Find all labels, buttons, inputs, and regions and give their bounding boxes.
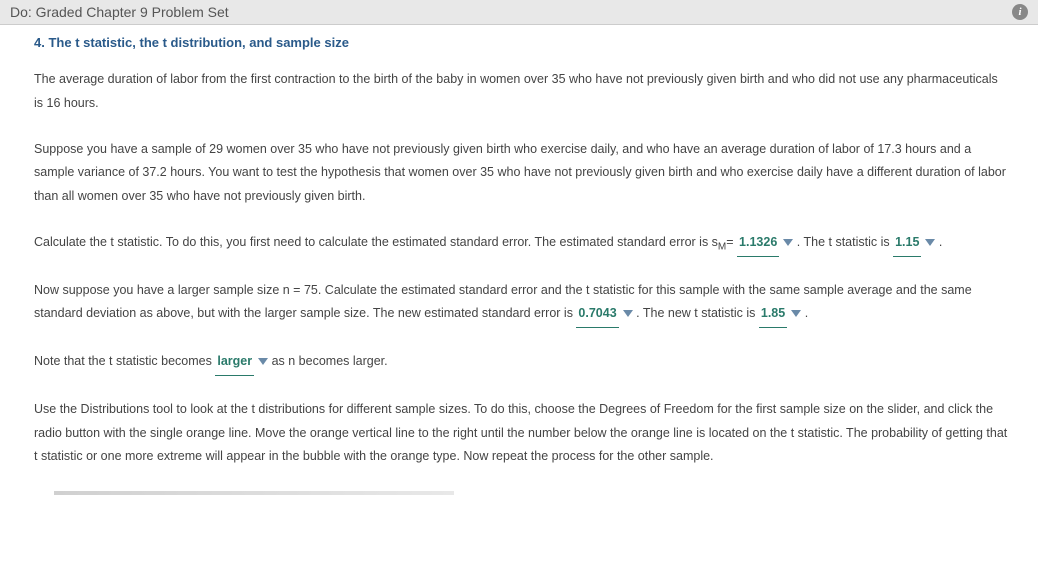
chevron-down-icon[interactable] [925, 239, 935, 246]
breadcrumb-bar: Do: Graded Chapter 9 Problem Set i [0, 0, 1038, 25]
question-content: 4. The t statistic, the t distribution, … [0, 25, 1038, 515]
question-title-text: The t statistic, the t distribution, and… [48, 35, 349, 50]
text-segment: . [805, 306, 808, 320]
answer-t1[interactable]: 1.15 [893, 231, 921, 257]
text-segment: as n becomes larger. [272, 354, 388, 368]
paragraph-note: Note that the t statistic becomes larger… [34, 350, 1010, 376]
paragraph-intro-2: Suppose you have a sample of 29 women ov… [34, 138, 1010, 209]
chevron-down-icon[interactable] [783, 239, 793, 246]
text-segment: Calculate the t statistic. To do this, y… [34, 235, 718, 249]
text-segment: . The t statistic is [797, 235, 893, 249]
chevron-down-icon[interactable] [258, 358, 268, 365]
text-segment: . The new t statistic is [636, 306, 759, 320]
text-segment: . [939, 235, 942, 249]
divider [54, 491, 454, 495]
chevron-down-icon[interactable] [791, 310, 801, 317]
chevron-down-icon[interactable] [623, 310, 633, 317]
paragraph-intro-1: The average duration of labor from the f… [34, 68, 1010, 116]
answer-se2[interactable]: 0.7043 [576, 302, 618, 328]
paragraph-calc-1: Calculate the t statistic. To do this, y… [34, 231, 1010, 257]
answer-t2[interactable]: 1.85 [759, 302, 787, 328]
breadcrumb: Do: Graded Chapter 9 Problem Set [10, 4, 229, 20]
subscript-m: M [718, 241, 726, 252]
text-segment: Now suppose you have a larger sample siz… [34, 283, 972, 321]
question-number: 4. [34, 35, 45, 50]
answer-direction[interactable]: larger [215, 350, 254, 376]
paragraph-instructions: Use the Distributions tool to look at th… [34, 398, 1010, 469]
text-segment: = [726, 235, 737, 249]
info-icon[interactable]: i [1012, 4, 1028, 20]
question-title: 4. The t statistic, the t distribution, … [34, 35, 1010, 50]
answer-se1[interactable]: 1.1326 [737, 231, 779, 257]
paragraph-calc-2: Now suppose you have a larger sample siz… [34, 279, 1010, 329]
text-segment: Note that the t statistic becomes [34, 354, 215, 368]
